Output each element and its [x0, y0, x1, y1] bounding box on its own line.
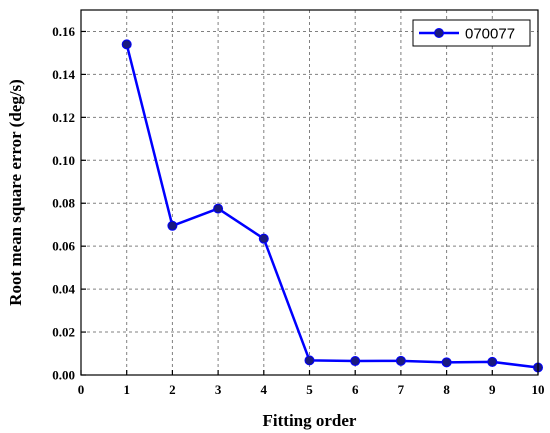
axis-ticks: 0 1 2 3 4 5 6 7 8 9 10 0.00 0.02 0.04 0.06 0.08 0.10 0.12… — [52, 24, 544, 397]
x-tick-label: 6 — [352, 382, 359, 397]
legend-label: 070077 — [465, 26, 515, 43]
plot-frame — [80, 9, 539, 376]
y-tick-label: 0.04 — [52, 282, 75, 297]
data-point — [258, 233, 269, 244]
data-point — [487, 356, 498, 367]
data-point — [395, 355, 406, 366]
x-tick-label: 1 — [123, 382, 130, 397]
y-tick-label: 0.10 — [52, 153, 75, 168]
x-tick-label: 4 — [261, 382, 268, 397]
legend-marker-swatch — [434, 28, 444, 38]
data-point — [167, 220, 178, 231]
data-point — [441, 357, 452, 368]
y-tick-label: 0.06 — [52, 239, 75, 254]
x-tick-label: 2 — [169, 382, 176, 397]
data-point — [350, 356, 361, 367]
x-tick-label: 10 — [532, 382, 545, 397]
y-tick-label: 0.00 — [52, 368, 75, 383]
legend: 070077 — [412, 19, 531, 47]
series-line — [125, 44, 539, 369]
y-axis-label: Root mean square error (deg/s) — [6, 79, 25, 306]
x-tick-label: 9 — [489, 382, 496, 397]
y-tick-label: 0.14 — [52, 67, 75, 82]
y-tick-label: 0.16 — [52, 24, 75, 39]
y-tick-label: 0.02 — [52, 325, 75, 340]
y-tick-label: 0.08 — [52, 196, 75, 211]
x-tick-label: 3 — [215, 382, 222, 397]
x-tick-label: 5 — [306, 382, 313, 397]
data-point — [121, 39, 132, 50]
data-point — [213, 203, 224, 214]
x-tick-label: 8 — [443, 382, 450, 397]
x-axis-label: Fitting order — [263, 411, 357, 430]
x-tick-label: 7 — [398, 382, 405, 397]
data-point — [304, 355, 315, 366]
y-tick-label: 0.12 — [52, 110, 75, 125]
x-tick-label: 0 — [78, 382, 85, 397]
data-series — [121, 39, 543, 373]
